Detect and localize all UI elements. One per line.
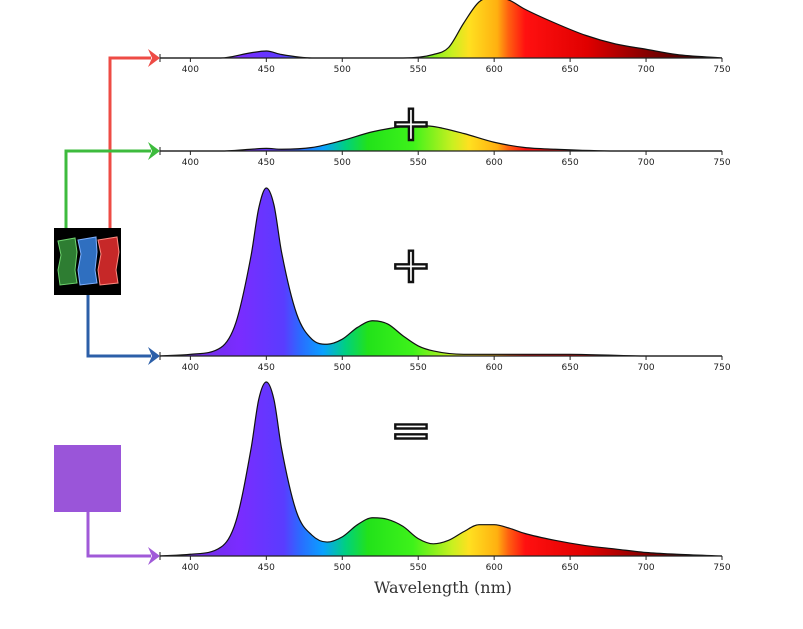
- x-tick-label: 500: [334, 563, 351, 573]
- x-tick-label: 400: [182, 363, 199, 373]
- plus-operator-1: +: [390, 94, 432, 152]
- x-tick-label: 450: [258, 65, 275, 75]
- spectrum-area: [160, 188, 722, 356]
- x-tick-label: 600: [486, 563, 503, 573]
- x-tick-label: 750: [713, 65, 730, 75]
- spectrum-curve: [159, 187, 722, 357]
- red-channel-spectrum: 400 450 500 550 600 650 700 750: [159, 0, 731, 75]
- x-tick-label: 500: [334, 363, 351, 373]
- spectrum-curve: [159, 381, 723, 557]
- x-tick-label: 500: [334, 158, 351, 168]
- blue-subpixel: [77, 236, 98, 286]
- result-color-swatch: [54, 445, 121, 512]
- combined-spectrum: 400 450 500 550 600 650 700 750: [159, 381, 731, 573]
- x-tick-label: 600: [486, 363, 503, 373]
- spectrum-area: [160, 0, 722, 58]
- x-tick-label: 450: [258, 158, 275, 168]
- x-tick-label: 700: [637, 65, 654, 75]
- x-tick-label: 750: [713, 363, 730, 373]
- blue-channel-arrow: [86, 295, 160, 365]
- x-tick-label: 400: [182, 563, 199, 573]
- green-channel-spectrum: 400 450 500 550 600 650 700 750: [159, 125, 731, 168]
- x-tick-label: 550: [410, 158, 427, 168]
- equals-operator: =: [390, 401, 432, 459]
- x-tick-label: 750: [713, 563, 730, 573]
- x-tick-label: 700: [637, 363, 654, 373]
- x-tick-label: 550: [410, 363, 427, 373]
- result-arrow: [86, 512, 160, 565]
- x-axis-label: Wavelength (nm): [374, 578, 512, 597]
- x-tick-label: 650: [562, 65, 579, 75]
- spectrum-curve: [159, 0, 723, 59]
- x-tick-label: 600: [486, 65, 503, 75]
- blue-channel-spectrum: 400 450 500 550 600 650 700 750: [159, 187, 731, 373]
- x-tick-label: 400: [182, 158, 199, 168]
- x-tick-label: 550: [410, 563, 427, 573]
- rgb-pixel-icon: [54, 228, 121, 295]
- x-tick-label: 700: [637, 563, 654, 573]
- x-tick-label: 400: [182, 65, 199, 75]
- x-tick-label: 650: [562, 363, 579, 373]
- x-tick-label: 650: [562, 158, 579, 168]
- red-subpixel: [97, 236, 120, 286]
- x-tick-label: 450: [258, 363, 275, 373]
- x-tick-label: 650: [562, 563, 579, 573]
- x-tick-label: 550: [410, 65, 427, 75]
- x-tick-label: 750: [713, 158, 730, 168]
- green-channel-arrow: [64, 142, 160, 228]
- x-tick-label: 500: [334, 65, 351, 75]
- x-tick-label: 600: [486, 158, 503, 168]
- x-tick-label: 450: [258, 563, 275, 573]
- red-channel-arrow: [108, 49, 160, 228]
- spectrum-curve: [160, 125, 722, 152]
- x-tick-label: 700: [637, 158, 654, 168]
- spectrum-area: [160, 382, 722, 556]
- green-subpixel: [57, 237, 78, 286]
- spectrum-area: [160, 125, 722, 151]
- plus-operator-2: +: [390, 236, 432, 294]
